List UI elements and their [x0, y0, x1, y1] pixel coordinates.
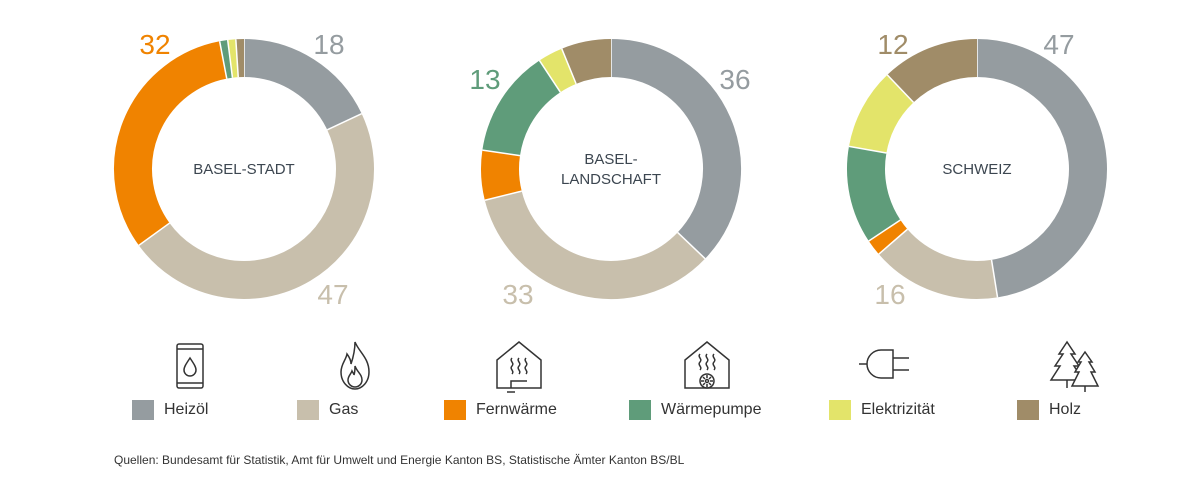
- legend-label: Fernwärme: [476, 401, 557, 418]
- legend-item-waermepumpe: Wärmepumpe: [629, 330, 789, 430]
- chart-title: BASEL-: [584, 151, 637, 168]
- legend-swatch: [297, 400, 319, 420]
- donut-segment-gas: [878, 228, 998, 299]
- legend-item-gas: Gas: [297, 330, 457, 430]
- segment-separator: [677, 231, 706, 260]
- legend: Heizöl Gas Fernwärme: [0, 330, 1190, 440]
- segment-separator: [990, 259, 999, 298]
- plug-icon: [859, 349, 909, 379]
- donut-segment-holz: [561, 39, 612, 85]
- donut-segment-elektrizität: [848, 74, 914, 154]
- segment-separator: [561, 48, 577, 85]
- segment-separator: [235, 39, 239, 78]
- legend-swatch: [132, 400, 154, 420]
- segment-separator: [868, 219, 901, 242]
- chart-title: LANDSCHAFT: [561, 171, 661, 188]
- legend-swatch: [444, 400, 466, 420]
- donut-segment-elektrizität: [539, 48, 577, 93]
- donut-segment-gas: [138, 113, 374, 299]
- donut-segment-holz: [887, 39, 978, 103]
- donut-charts: 18 47 32 BASEL-STADT 36 33 13 BASEL- LANDSCHAFT 4…: [114, 29, 1107, 310]
- legend-item-holz: Holz: [1017, 330, 1177, 430]
- segment-separator: [484, 190, 522, 201]
- chart-title: BASEL-STADT: [193, 161, 294, 178]
- data-label: 33: [502, 279, 533, 310]
- source-note: Quellen: Bundesamt für Statistik, Amt fü…: [114, 453, 685, 467]
- donut-segment-heizöl: [976, 39, 1107, 298]
- chart-title: SCHWEIZ: [942, 161, 1011, 178]
- donut-segment-heizöl: [610, 39, 741, 259]
- segment-separator: [482, 149, 521, 157]
- segment-separator: [226, 39, 234, 78]
- legend-swatch: [629, 400, 651, 420]
- legend-item-heizoel: Heizöl: [132, 330, 292, 430]
- donut-segment-wärmepumpe: [482, 60, 561, 157]
- data-label: 18: [313, 29, 344, 60]
- legend-label: Holz: [1049, 401, 1082, 418]
- donut-segment-elektrizität: [227, 39, 239, 78]
- trees-icon: [1049, 340, 1100, 392]
- oil-barrel-icon: [176, 343, 204, 389]
- donut-segment-fernwärme: [868, 219, 908, 255]
- data-label: 16: [874, 279, 905, 310]
- segment-separator: [878, 228, 908, 255]
- donut-segment-wärmepumpe: [847, 146, 901, 242]
- legend-label: Gas: [329, 401, 359, 418]
- donut-segment-fernwärme: [481, 150, 522, 201]
- data-label: 36: [719, 64, 750, 95]
- donut-segment-heizöl: [243, 39, 362, 131]
- data-label: 47: [317, 279, 348, 310]
- heat-pump-icon: [684, 341, 730, 389]
- legend-label: Heizöl: [164, 401, 209, 418]
- legend-label: Wärmepumpe: [661, 401, 762, 418]
- segment-separator: [848, 145, 887, 154]
- legend-swatch: [1017, 400, 1039, 420]
- data-label: 12: [877, 29, 908, 60]
- data-label: 47: [1043, 29, 1074, 60]
- legend-swatch: [829, 400, 851, 420]
- donut-segment-wärmepumpe: [219, 40, 233, 79]
- data-label: 32: [139, 29, 170, 60]
- segment-separator: [218, 41, 228, 79]
- segment-separator: [138, 222, 171, 247]
- donut-segment-fernwärme: [114, 41, 228, 246]
- flame-icon: [340, 341, 370, 390]
- legend-item-elektrizitaet: Elektrizität: [829, 330, 989, 430]
- data-label: 13: [469, 64, 500, 95]
- segment-separator: [326, 112, 362, 131]
- legend-label: Elektrizität: [861, 401, 935, 418]
- donut-segment-gas: [484, 190, 706, 299]
- segment-separator: [538, 60, 561, 93]
- segment-separator: [886, 74, 915, 103]
- district-heating-icon: [496, 341, 542, 393]
- legend-item-fernwaerme: Fernwärme: [444, 330, 604, 430]
